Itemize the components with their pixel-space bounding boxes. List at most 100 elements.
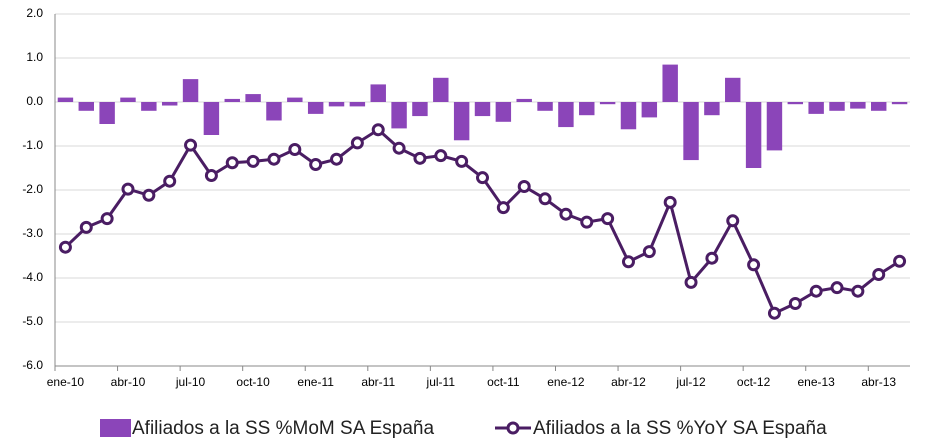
bar — [495, 102, 512, 122]
line-marker — [621, 255, 635, 269]
line-marker — [893, 254, 907, 268]
bar — [662, 64, 678, 102]
line-marker — [413, 151, 427, 165]
bar — [120, 97, 136, 102]
line-marker — [476, 171, 489, 185]
line-marker — [455, 154, 469, 168]
line-marker — [788, 297, 802, 311]
legend-label: Afiliados a la SS %YoY SA España — [533, 418, 827, 439]
bar — [829, 102, 845, 111]
x-tick-label: ene-13 — [797, 375, 835, 389]
bar — [453, 102, 470, 141]
line-marker — [705, 251, 719, 265]
line-marker — [496, 201, 510, 215]
bar — [78, 102, 94, 111]
bar — [474, 102, 491, 117]
bar — [245, 94, 261, 102]
x-tick-label: jul-11 — [426, 375, 456, 389]
line-marker — [225, 156, 239, 170]
bar — [328, 102, 345, 107]
bar — [766, 102, 783, 151]
bar — [141, 102, 157, 111]
y-tick-label: -2.0 — [22, 182, 43, 196]
line-marker — [350, 136, 364, 150]
bar — [99, 102, 115, 124]
bar — [516, 98, 532, 102]
bar — [850, 102, 866, 109]
line-marker — [809, 284, 823, 298]
y-tick-label: -3.0 — [22, 226, 43, 240]
line-marker — [830, 281, 844, 295]
line-marker — [288, 143, 302, 157]
y-tick-label: -5.0 — [22, 314, 43, 328]
x-tick-label: oct-11 — [487, 375, 520, 389]
y-tick-label: -1.0 — [22, 138, 43, 152]
bar — [203, 102, 220, 135]
y-tick-label: -6.0 — [22, 358, 43, 372]
line-marker — [747, 258, 761, 272]
bar — [787, 102, 804, 105]
bar — [891, 102, 908, 105]
x-tick-label: abr-11 — [361, 375, 395, 389]
line-marker — [767, 306, 781, 320]
line-marker — [663, 195, 677, 209]
legend-swatch — [506, 421, 520, 435]
bar — [370, 84, 386, 102]
x-tick-label: oct-12 — [737, 375, 771, 389]
bar — [641, 102, 658, 118]
bar — [745, 102, 762, 168]
line-marker — [517, 179, 531, 193]
x-tick-label: abr-10 — [111, 375, 146, 389]
line-marker — [684, 275, 698, 289]
bar — [558, 102, 574, 128]
line-marker — [309, 157, 323, 171]
bar — [433, 77, 449, 102]
bar — [349, 102, 366, 107]
bar — [704, 102, 720, 116]
line-marker — [726, 214, 740, 228]
legend-swatch — [100, 419, 131, 437]
x-tick-label: ene-10 — [47, 375, 85, 389]
x-tick-label: jul-12 — [675, 375, 706, 389]
x-tick-label: abr-13 — [861, 375, 896, 389]
bar — [412, 102, 428, 117]
x-tick-label: abr-12 — [611, 375, 646, 389]
line-marker — [872, 267, 886, 281]
bar — [620, 102, 637, 130]
x-tick-label: ene-12 — [547, 375, 585, 389]
line-marker — [851, 284, 865, 298]
bar — [871, 102, 887, 111]
y-tick-label: 1.0 — [26, 50, 43, 64]
line-marker — [121, 182, 135, 196]
bar — [683, 102, 699, 161]
line-marker — [601, 212, 615, 226]
line-marker — [330, 152, 344, 166]
x-tick-label: jul-10 — [175, 375, 206, 389]
line-marker — [204, 168, 218, 182]
y-tick-label: -4.0 — [22, 270, 43, 284]
bar — [224, 98, 240, 102]
bar — [725, 77, 741, 102]
line-marker — [580, 215, 594, 229]
bar — [161, 102, 178, 106]
line-marker — [58, 240, 72, 254]
line-marker — [434, 149, 448, 163]
line-marker — [79, 220, 93, 234]
line-marker — [371, 123, 385, 137]
bar — [808, 102, 824, 114]
bar — [182, 79, 199, 102]
y-tick-label: 0.0 — [26, 94, 43, 108]
bar — [287, 97, 303, 102]
line-marker — [100, 212, 114, 226]
line-marker — [559, 207, 573, 221]
bar — [599, 102, 616, 105]
y-tick-label: 2.0 — [26, 6, 43, 20]
line-marker — [246, 154, 260, 168]
bar — [266, 102, 282, 121]
bar — [57, 97, 74, 102]
bar — [391, 102, 407, 129]
line-marker — [142, 188, 156, 202]
line-marker — [642, 245, 656, 259]
x-tick-label: ene-11 — [297, 375, 334, 389]
